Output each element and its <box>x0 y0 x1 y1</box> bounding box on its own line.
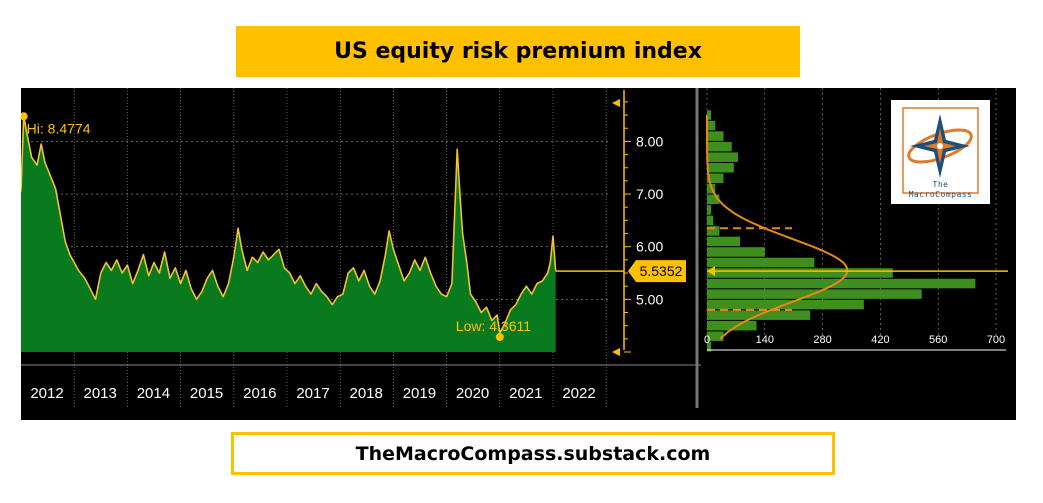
x-axis-labels: 2012 2013 2014 2015 2016 2017 2018 2019 2020 2021… <box>30 385 595 402</box>
current-value-badge <box>628 260 686 283</box>
histogram-bar <box>707 331 724 341</box>
histogram-bar <box>707 120 716 131</box>
year-label: 2020 <box>456 385 489 402</box>
grid-lines <box>21 88 701 408</box>
histogram-bar <box>707 162 734 173</box>
histogram-bar <box>707 268 893 278</box>
current-value-arrow-icon <box>707 266 715 277</box>
price-tick-label: 6.00 <box>636 239 663 255</box>
year-label: 2018 <box>350 385 383 402</box>
normal-fit-curve <box>706 115 849 340</box>
histogram-tick-label: 280 <box>813 334 831 346</box>
histogram-bar <box>707 205 712 215</box>
histogram-bar <box>707 247 765 257</box>
year-label: 2022 <box>562 385 595 402</box>
histogram: 0 140 280 420 560 700 <box>695 88 1006 408</box>
histogram-tick-label: 420 <box>871 334 889 346</box>
histogram-bar <box>707 131 724 141</box>
histogram-bar <box>707 152 738 162</box>
low-label: Low: 4.3611 <box>456 318 531 334</box>
chart-svg: 5.006.007.008.00 2012 2013 2014 2015 2016 201… <box>21 88 1008 408</box>
histogram-bar <box>707 226 720 236</box>
year-label: 2019 <box>403 385 436 402</box>
series-line <box>21 115 557 334</box>
high-label: Hi: 8.4774 <box>27 120 91 136</box>
histogram-bar <box>707 141 732 152</box>
year-label: 2015 <box>190 385 223 402</box>
histogram-bar <box>707 236 741 247</box>
price-axis: 5.00 6.00 7.00 8.00 <box>612 90 663 356</box>
year-label: 2013 <box>84 385 117 402</box>
histogram-bar <box>707 341 712 352</box>
histogram-bar <box>707 257 815 268</box>
year-label: 2017 <box>296 385 329 402</box>
logo-text-line1: The <box>932 180 949 189</box>
chart-panel: 5.00 6.00 7.00 8.00 2012 2013 2014 2015 2016 201… <box>21 88 1016 420</box>
logo-text-line2: MacroCompass <box>908 190 973 199</box>
year-label: 2014 <box>137 385 170 402</box>
histogram-bar <box>707 194 720 205</box>
area-series <box>21 115 557 352</box>
high-marker <box>21 112 28 121</box>
low-marker <box>495 332 504 341</box>
chart-title: US equity risk premium index <box>236 26 800 77</box>
axis-bottom-arrow-icon <box>612 348 620 356</box>
histogram-tick-label: 700 <box>987 334 1005 346</box>
area-fill <box>21 116 556 352</box>
price-tick-label: 5.00 <box>636 291 663 307</box>
histogram-tick-label: 140 <box>756 334 774 346</box>
footer-url: TheMacroCompass.substack.com <box>231 432 835 475</box>
histogram-tick-label: 0 <box>704 334 710 346</box>
price-tick-label: 8.00 <box>636 133 663 149</box>
price-tick-label: 7.00 <box>636 186 663 202</box>
histogram-bar <box>707 278 976 289</box>
annotations: 5.5352 Hi: 8.4774 Low: 4.3611 <box>21 112 1008 341</box>
histogram-bar <box>707 215 714 226</box>
histogram-bar <box>707 173 724 184</box>
histogram-bar <box>707 110 712 120</box>
histogram-tick-label: 560 <box>929 334 947 346</box>
macrocompass-logo: The MacroCompass <box>891 100 990 204</box>
year-label: 2012 <box>30 385 63 402</box>
year-label: 2021 <box>509 385 542 402</box>
current-value-label: 5.5352 <box>640 263 683 279</box>
compass-logo-icon <box>902 107 979 194</box>
year-label: 2016 <box>243 385 276 402</box>
axis-top-arrow-icon <box>612 99 620 107</box>
histogram-bar <box>707 320 757 331</box>
